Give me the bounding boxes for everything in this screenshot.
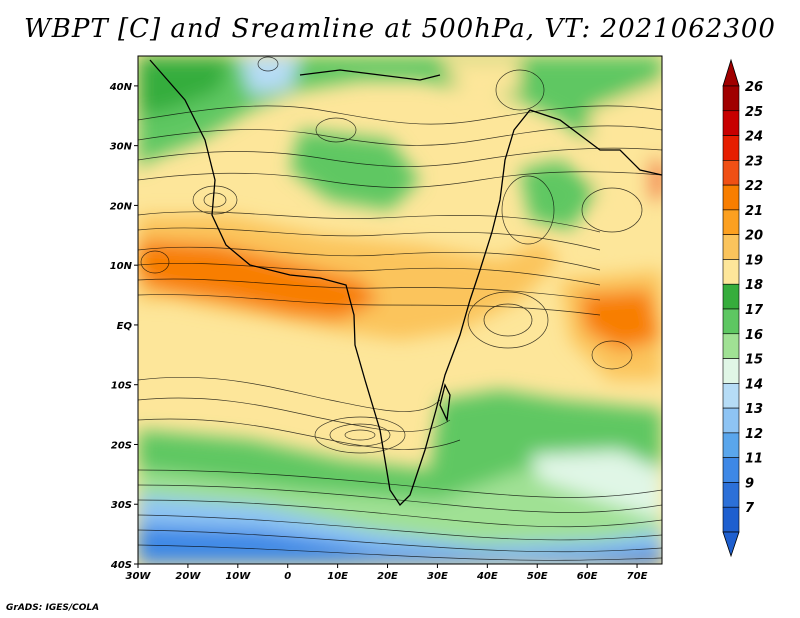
colorbar-swatch [722, 259, 740, 285]
colorbar-swatch [722, 407, 740, 434]
colorbar-label: 9 [745, 476, 754, 491]
colorbar-swatch [722, 85, 740, 112]
lat-tick-label: 20N [110, 201, 133, 212]
colorbar-label: 19 [745, 253, 763, 268]
colorbar-label: 7 [745, 501, 755, 516]
colorbar-swatch [722, 283, 740, 310]
colorbar: 26 25 24 23 22 21 20 19 18 17 16 15 14 13 12 11 9 7 [722, 58, 764, 558]
colorbar-swatch [722, 358, 740, 384]
colorbar-swatch [722, 432, 740, 458]
longitude-axis: 30W 20W 10W 0 10E 20E 30E 40E 50E 60E 70E [126, 564, 648, 582]
grads-credit: GrADS: IGES/COLA [6, 603, 100, 613]
colorbar-swatch [722, 184, 740, 211]
colorbar-label: 22 [745, 179, 763, 194]
colorbar-swatch [722, 234, 740, 260]
latitude-axis: 40N 30N 20N 10N EQ 10S 20S 30S 40S [109, 82, 138, 571]
colorbar-label: 15 [745, 353, 763, 368]
lat-tick-label: 10N [110, 261, 133, 272]
lon-tick-label: 30E [427, 571, 448, 582]
colorbar-max-arrow [722, 58, 740, 87]
colorbar-label: 13 [745, 402, 763, 417]
colorbar-label: 17 [745, 303, 764, 318]
colorbar-swatch [722, 160, 740, 186]
lat-tick-label: EQ [117, 321, 133, 332]
colorbar-label: 18 [745, 278, 763, 293]
map-frame [137, 55, 663, 565]
lon-tick-label: 10W [225, 571, 251, 582]
colorbar-label: 21 [745, 204, 763, 219]
colorbar-swatch [722, 110, 740, 136]
coastlines [149, 59, 662, 507]
colorbar-swatch [722, 506, 740, 533]
colorbar-swatch [722, 209, 740, 235]
colorbar-label: 16 [745, 328, 763, 343]
lon-tick-label: 70E [627, 571, 648, 582]
lon-tick-label: 10E [327, 571, 348, 582]
colorbar-swatch [722, 482, 740, 508]
colorbar-label: 11 [745, 452, 763, 467]
colorbar-label: 14 [745, 377, 763, 392]
colorbar-swatch [722, 457, 740, 483]
colorbar-label: 23 [745, 154, 763, 169]
lat-tick-label: 20S [111, 440, 132, 451]
lon-tick-label: 40E [476, 571, 498, 582]
lat-tick-label: 40S [110, 560, 132, 571]
lon-tick-label: 20E [377, 571, 398, 582]
colorbar-label: 26 [745, 80, 763, 95]
colorbar-swatch [722, 383, 740, 409]
lon-tick-label: 60E [577, 571, 598, 582]
colorbar-min-arrow [722, 531, 740, 558]
lat-tick-label: 40N [109, 82, 133, 93]
lon-tick-label: 50E [527, 571, 548, 582]
colorbar-label: 20 [745, 229, 763, 244]
colorbar-label: 24 [745, 130, 763, 145]
lon-tick-label: 20W [175, 571, 201, 582]
lat-tick-label: 30S [111, 500, 132, 511]
lon-tick-label: 0 [284, 571, 291, 582]
colorbar-swatch [722, 135, 740, 161]
temperature-field [138, 56, 662, 564]
lon-tick-label: 30W [126, 571, 152, 582]
colorbar-swatch [722, 308, 740, 335]
lat-tick-label: 10S [111, 381, 132, 392]
chart-title: WBPT [C] and Sreamline at 500hPa, VT: 20… [24, 14, 776, 44]
colorbar-label: 12 [745, 427, 763, 442]
colorbar-label: 25 [745, 105, 763, 120]
colorbar-swatch [722, 333, 740, 359]
lat-tick-label: 30N [110, 142, 133, 153]
